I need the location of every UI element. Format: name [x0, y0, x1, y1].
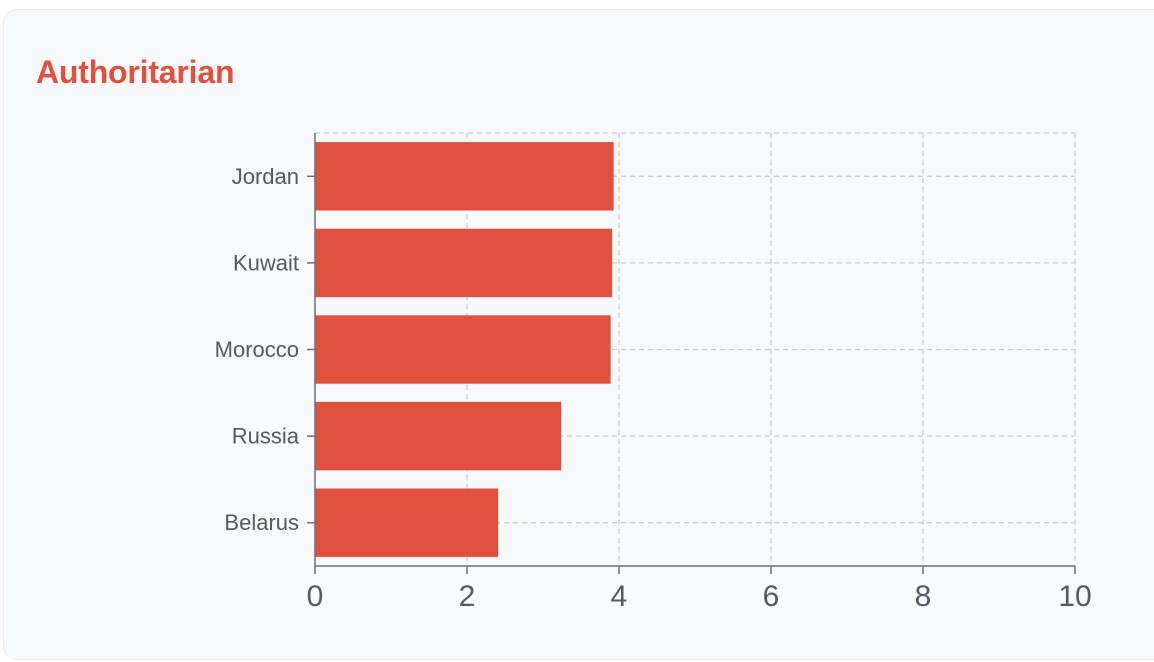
bars	[315, 142, 614, 557]
bar-russia	[315, 401, 562, 471]
y-tick-label: Kuwait	[233, 250, 299, 275]
bar-kuwait	[315, 228, 613, 298]
bar-jordan	[315, 142, 614, 211]
x-tick-label: 2	[459, 580, 476, 613]
y-tick-label: Russia	[232, 424, 300, 449]
x-tick-label: 4	[611, 580, 628, 613]
chart-title: Authoritarian	[36, 54, 235, 90]
y-tick-label: Jordan	[232, 164, 299, 189]
x-tick-label: 8	[915, 580, 932, 613]
y-tick-label: Belarus	[224, 510, 299, 535]
x-tick-label: 6	[763, 580, 780, 613]
bar-morocco	[315, 315, 611, 384]
bar-belarus	[315, 488, 499, 557]
x-tick-label: 10	[1058, 580, 1091, 613]
y-tick-label: Morocco	[215, 337, 299, 362]
axes: Jordan Kuwait Morocco Russia Belarus 0 2 4 6 8 10	[215, 133, 1092, 613]
x-tick-label: 0	[307, 580, 324, 613]
